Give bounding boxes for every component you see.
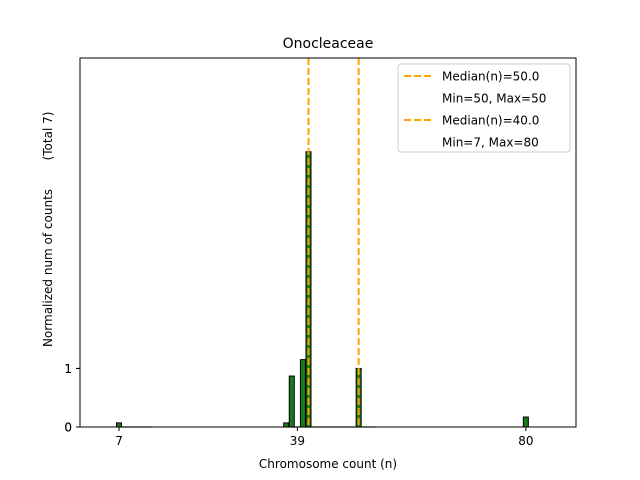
bar-80-6	[522, 416, 529, 428]
legend-median-label-0: Median(n)=50.0	[442, 70, 539, 84]
x-tick-label-2: 80	[518, 434, 533, 448]
x-tick-label-0: 7	[115, 434, 123, 448]
chart-title: Onocleaceae	[283, 36, 374, 52]
legend-box	[397, 63, 571, 153]
plot-frame	[79, 57, 577, 428]
legend-range-label-0: Min=50, Max=50	[442, 92, 546, 106]
bar-37-1	[283, 422, 290, 428]
y-tick-label-1: 0	[64, 421, 72, 435]
legend-range-label-1: Min=7, Max=80	[442, 136, 539, 150]
y-tick-label-3: 1	[64, 362, 72, 376]
legend-median-label-1: Median(n)=40.0	[442, 114, 539, 128]
y-axis-label: Normalized num of counts	[41, 189, 55, 347]
y-axis-total-label: (Total 7)	[41, 112, 55, 161]
bar-7-0	[116, 422, 123, 428]
x-tick-label-1: 39	[290, 434, 305, 448]
x-axis-label: Chromosome count (n)	[259, 457, 397, 471]
bar-38-2	[288, 375, 295, 428]
y-tick-label-0: 0	[64, 421, 72, 435]
y-tick-label-2: 1	[64, 362, 72, 376]
bar-40-3	[299, 359, 306, 428]
